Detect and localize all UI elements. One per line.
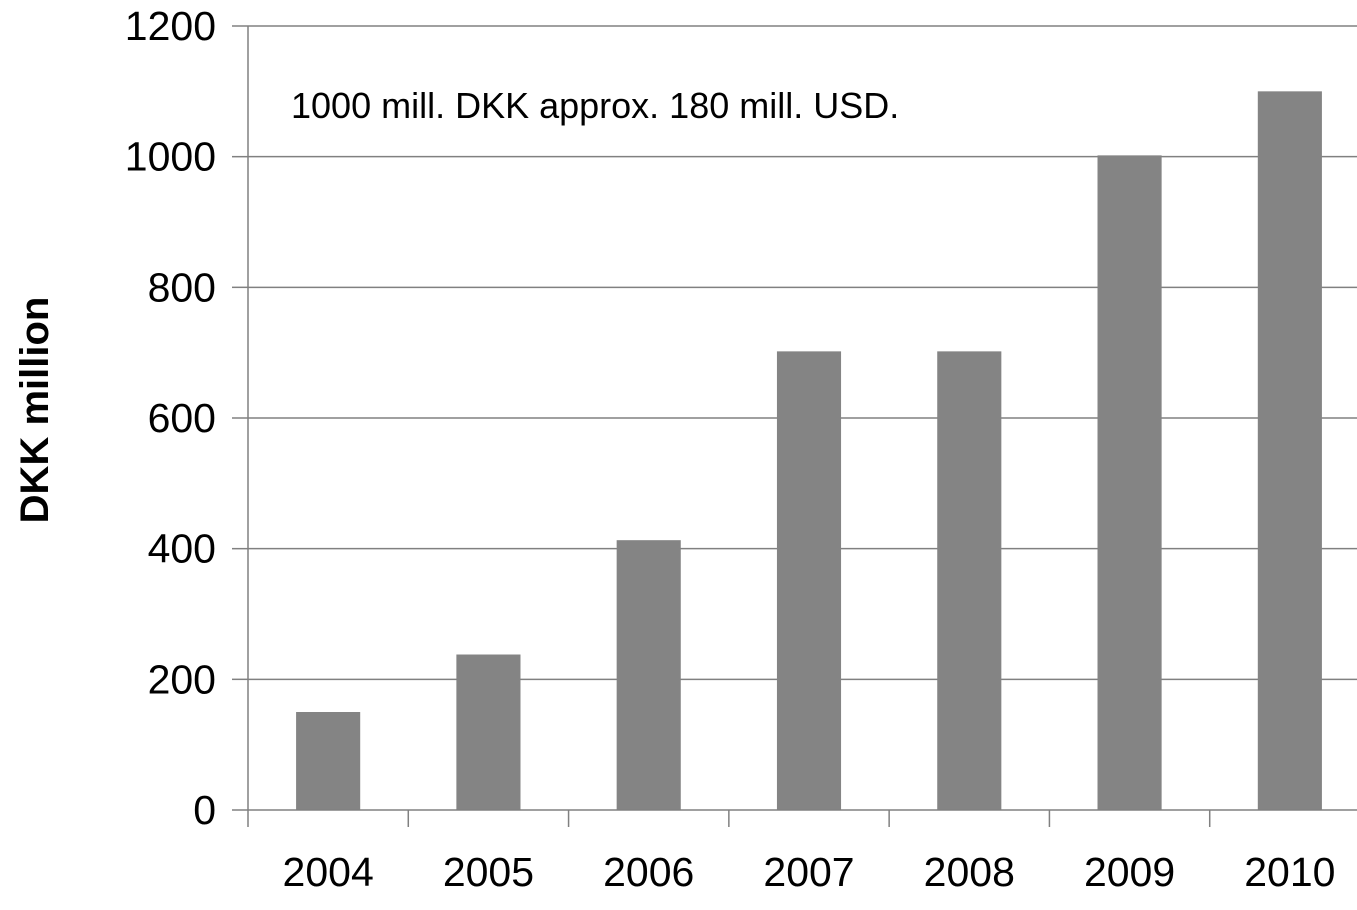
y-tick-label: 1000 xyxy=(125,134,216,180)
x-tick-label: 2005 xyxy=(443,849,534,895)
bar-2004 xyxy=(296,712,361,810)
y-tick-label: 200 xyxy=(148,656,216,702)
x-tick-label: 2006 xyxy=(603,849,694,895)
bar-2005 xyxy=(456,654,521,810)
bar-2007 xyxy=(776,351,842,810)
y-tick-label: 800 xyxy=(148,264,216,310)
x-tick-label: 2009 xyxy=(1084,849,1175,895)
bar-2009 xyxy=(1097,155,1162,811)
bar-2010 xyxy=(1257,91,1322,811)
y-tick-label: 0 xyxy=(193,787,216,833)
x-tick-label: 2008 xyxy=(924,849,1015,895)
x-tick-label: 2010 xyxy=(1244,849,1335,895)
axes xyxy=(232,25,1357,827)
chart-annotation: 1000 mill. DKK approx. 180 mill. USD. xyxy=(291,85,899,126)
x-tick-labels: 2004 2005 2006 2007 2008 2009 2010 xyxy=(283,849,1336,895)
y-axis-label: DKK million xyxy=(13,297,57,524)
x-tick-label: 2004 xyxy=(283,849,374,895)
bar-2008 xyxy=(937,351,1002,810)
y-tick-label: 600 xyxy=(148,395,216,441)
bar-2006 xyxy=(616,540,681,810)
y-tick-labels: 0 200 400 600 800 1000 1200 xyxy=(125,3,216,833)
bars xyxy=(296,91,1322,811)
y-tick-label: 400 xyxy=(148,526,216,572)
y-tick-label: 1200 xyxy=(125,3,216,49)
x-tick-label: 2007 xyxy=(763,849,854,895)
